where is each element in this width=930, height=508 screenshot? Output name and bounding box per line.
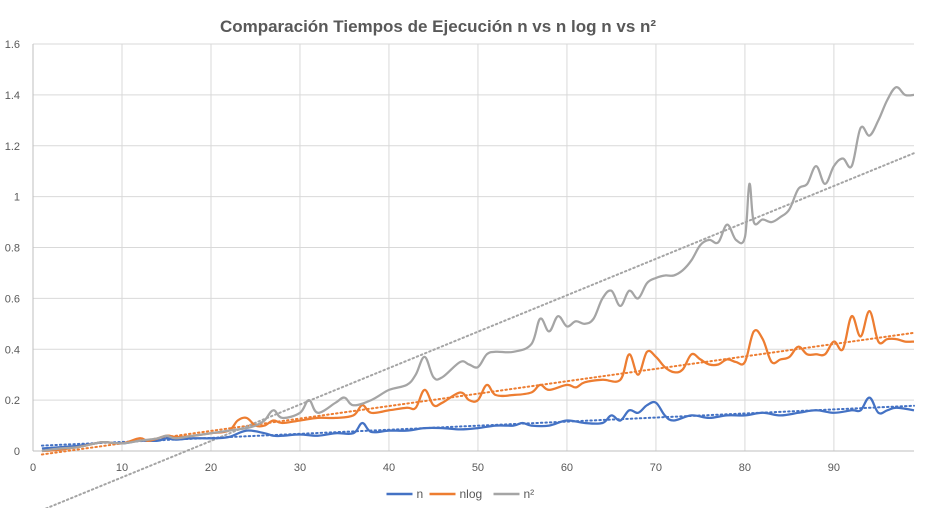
legend-label-n-: n²: [524, 487, 535, 501]
y-tick-label: 1: [14, 192, 20, 204]
axes: 0 0.2 0.4 0.6 0.8 1 1.2 1.4 1.6 0 10 20 30 40 50 60 70 80…: [5, 39, 914, 474]
trendline-n-: [44, 152, 915, 508]
chart-title: Comparación Tiempos de Ejecución n vs n …: [220, 17, 656, 36]
x-tick-label: 50: [472, 462, 484, 474]
y-tick-label: 1.4: [5, 90, 20, 102]
gridlines: [33, 43, 914, 451]
y-tick-label: 0.2: [5, 395, 20, 407]
x-tick-label: 90: [828, 462, 840, 474]
y-tick-label: 0.6: [5, 293, 20, 305]
x-tick-label: 60: [561, 462, 573, 474]
y-tick-label: 1.2: [5, 141, 20, 153]
y-tick-label: 0.8: [5, 243, 20, 255]
y-tick-label: 0.4: [5, 344, 20, 356]
y-tick-label: 1.6: [5, 39, 20, 51]
x-tick-label: 40: [383, 462, 395, 474]
x-tick-label: 30: [294, 462, 306, 474]
x-tick-label: 0: [30, 462, 36, 474]
x-tick-label: 20: [205, 462, 217, 474]
legend-label-n: n: [417, 487, 424, 501]
x-tick-label: 80: [739, 462, 751, 474]
x-tick-label: 70: [650, 462, 662, 474]
series-lines: [41, 86, 915, 453]
series-line-nlog: [41, 309, 915, 453]
y-tick-label: 0: [14, 446, 20, 458]
series-line-n-: [41, 86, 915, 453]
series-line-n: [41, 396, 915, 450]
legend-label-nlog: nlog: [460, 487, 483, 501]
x-tick-label: 10: [116, 462, 128, 474]
legend: n nlog n²: [386, 487, 535, 501]
